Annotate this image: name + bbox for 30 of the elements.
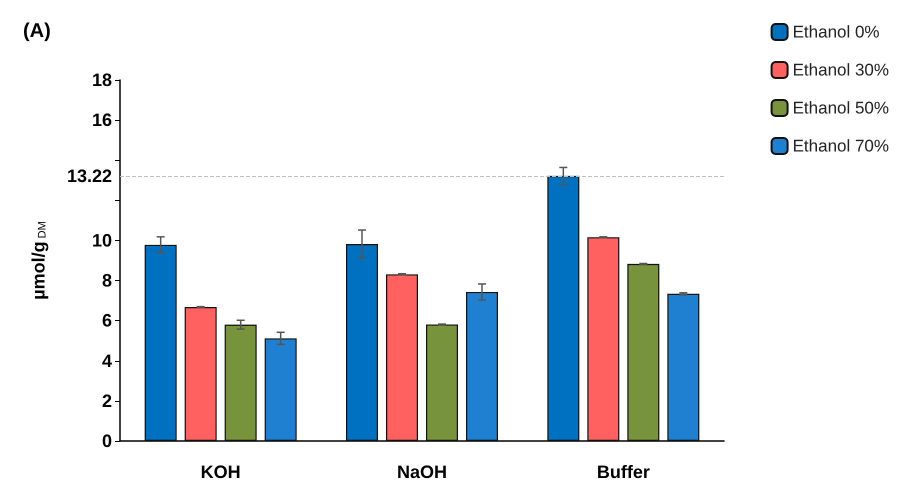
bar bbox=[466, 292, 498, 441]
y-tick-label: 16 bbox=[92, 110, 112, 130]
y-tick-label: 6 bbox=[102, 310, 112, 331]
y-tick-label: 10 bbox=[92, 230, 112, 250]
bar bbox=[224, 324, 257, 441]
bar bbox=[386, 274, 418, 441]
bar bbox=[426, 324, 458, 441]
chart-title: (A) bbox=[23, 20, 51, 42]
y-tick-label: 13.22 bbox=[66, 166, 112, 186]
bar bbox=[264, 338, 297, 441]
x-tick-label: Buffer bbox=[596, 462, 650, 482]
bar bbox=[627, 264, 660, 441]
bar bbox=[144, 244, 177, 441]
bar bbox=[346, 244, 378, 441]
y-tick-label: 2 bbox=[102, 390, 112, 411]
legend-label: Ethanol 0% bbox=[792, 22, 880, 42]
y-tick-label: 0 bbox=[102, 431, 112, 451]
legend-label: Ethanol 70% bbox=[792, 136, 889, 156]
legend-label: Ethanol 30% bbox=[792, 60, 889, 80]
bar bbox=[184, 307, 217, 441]
y-tick-label: 8 bbox=[102, 270, 112, 291]
y-axis-title: µmol/gDM bbox=[28, 221, 48, 300]
y-tick-label: 18 bbox=[92, 70, 112, 90]
y-tick-label: 4 bbox=[102, 350, 112, 371]
bar bbox=[587, 237, 620, 441]
legend-label: Ethanol 50% bbox=[792, 98, 889, 118]
bar bbox=[547, 176, 580, 441]
x-tick-label: NaOH bbox=[396, 462, 448, 482]
bar bbox=[667, 294, 700, 441]
x-tick-label: KOH bbox=[200, 462, 241, 482]
